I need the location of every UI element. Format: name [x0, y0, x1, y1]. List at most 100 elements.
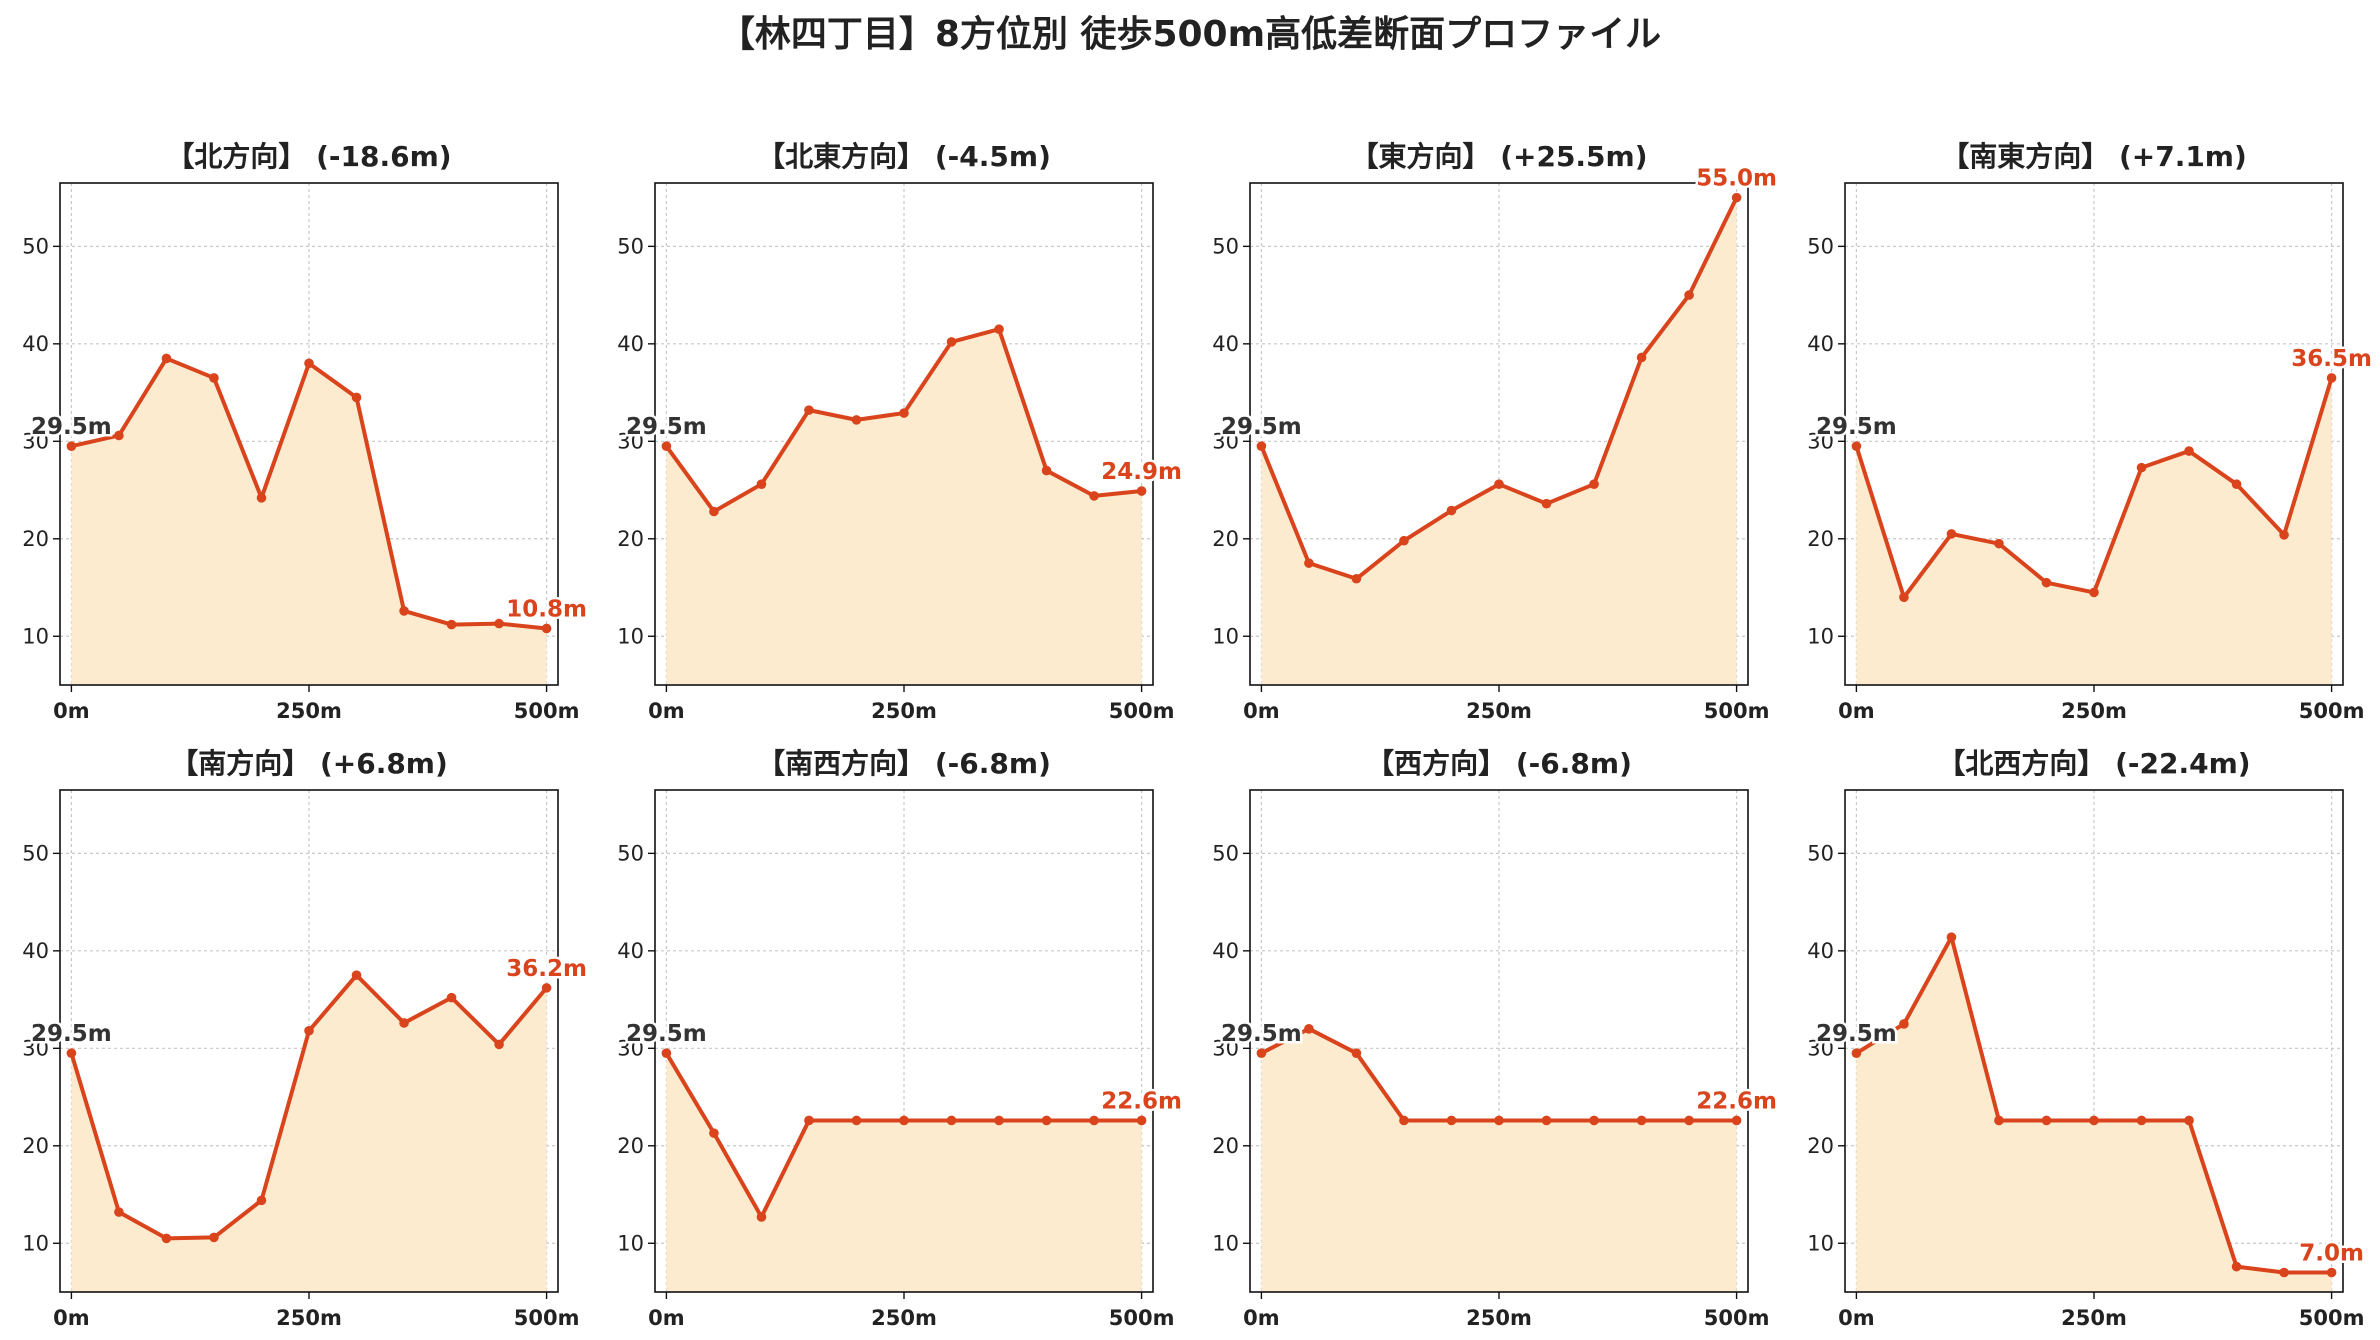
data-point: [661, 1048, 672, 1058]
data-point: [1446, 1115, 1457, 1126]
data-point: [1494, 1115, 1504, 1126]
x-tick-label: 0m: [53, 1306, 90, 1330]
y-tick-label: 50: [22, 841, 49, 865]
y-tick-label: 30: [1212, 1036, 1239, 1060]
data-point: [256, 1195, 267, 1206]
y-tick-label: 50: [1212, 841, 1239, 865]
y-tick-label: 40: [1212, 332, 1239, 356]
y-tick-label: 10: [1807, 624, 1834, 648]
data-point: [1636, 1115, 1647, 1126]
y-tick-label: 10: [617, 624, 644, 648]
data-point: [541, 623, 552, 634]
data-point: [399, 606, 409, 616]
y-tick-label: 40: [22, 332, 49, 356]
data-point: [351, 970, 362, 981]
data-point: [446, 992, 457, 1003]
data-point: [756, 1212, 767, 1222]
panel-title: 【南方向】 (+6.8m): [170, 747, 448, 780]
x-tick-label: 250m: [1466, 1306, 1532, 1330]
panel-title: 【東方向】 (+25.5m): [1350, 140, 1647, 173]
y-tick-label: 30: [22, 1036, 49, 1060]
y-tick-label: 40: [617, 332, 644, 356]
x-tick-label: 500m: [2299, 1306, 2365, 1330]
data-point: [2041, 1115, 2052, 1126]
data-point: [1089, 491, 1099, 501]
x-tick-label: 250m: [2061, 699, 2127, 723]
data-point: [446, 619, 457, 630]
data-point: [209, 1232, 219, 1243]
data-point: [1946, 529, 1957, 539]
data-point: [709, 506, 719, 517]
end-elevation-label: 7.0m: [2299, 1241, 2364, 1267]
data-point: [494, 618, 504, 629]
panel-title: 【南東方向】 (+7.1m): [1941, 140, 2247, 173]
data-point: [994, 1115, 1004, 1126]
data-point: [1899, 592, 1909, 603]
data-point: [1304, 1024, 1314, 1034]
elevation-area: [71, 358, 547, 685]
y-tick-label: 50: [22, 234, 49, 258]
end-elevation-label: 55.0m: [1696, 166, 1777, 192]
y-tick-label: 10: [1807, 1231, 1834, 1255]
x-tick-label: 500m: [1704, 1306, 1770, 1330]
data-point: [1994, 1115, 2004, 1126]
x-tick-label: 0m: [1838, 1306, 1875, 1330]
data-point: [1136, 486, 1147, 496]
y-tick-label: 30: [617, 1036, 644, 1060]
panel-title: 【南西方向】 (-6.8m): [757, 747, 1051, 780]
data-point: [1089, 1115, 1099, 1126]
y-tick-label: 20: [1212, 527, 1239, 551]
data-point: [2184, 446, 2194, 456]
data-point: [351, 392, 362, 403]
data-point: [114, 1207, 124, 1217]
x-tick-label: 250m: [276, 699, 342, 723]
data-point: [2136, 462, 2147, 473]
data-point: [2089, 587, 2099, 598]
y-tick-label: 10: [617, 1231, 644, 1255]
x-tick-label: 250m: [871, 1306, 937, 1330]
data-point: [1351, 573, 1362, 584]
data-point: [1684, 290, 1694, 300]
x-tick-label: 250m: [871, 699, 937, 723]
panel-title: 【北方向】 (-18.6m): [166, 140, 451, 173]
y-tick-label: 50: [1807, 234, 1834, 258]
panel-title: 【北東方向】 (-4.5m): [757, 140, 1051, 173]
data-point: [1589, 1115, 1599, 1126]
data-point: [304, 358, 314, 369]
data-point: [1946, 932, 1957, 942]
data-point: [1589, 479, 1599, 490]
x-tick-label: 0m: [1243, 1306, 1280, 1330]
end-elevation-label: 24.9m: [1101, 459, 1182, 485]
elevation-area: [666, 1053, 1142, 1292]
data-point: [2231, 479, 2242, 490]
data-point: [541, 983, 552, 993]
data-point: [1399, 1115, 1409, 1126]
data-point: [2184, 1115, 2194, 1126]
data-point: [804, 1115, 814, 1126]
x-tick-label: 0m: [53, 699, 90, 723]
data-point: [66, 1048, 77, 1058]
data-point: [851, 415, 862, 425]
start-elevation-label: 29.5m: [1221, 1021, 1302, 1047]
data-point: [2326, 1267, 2337, 1278]
data-point: [1399, 535, 1409, 546]
data-point: [1851, 441, 1862, 451]
data-point: [946, 1115, 957, 1126]
end-elevation-label: 22.6m: [1101, 1088, 1182, 1114]
y-tick-label: 40: [22, 939, 49, 963]
y-tick-label: 50: [1212, 234, 1239, 258]
start-elevation-label: 29.5m: [31, 1021, 112, 1047]
y-tick-label: 40: [617, 939, 644, 963]
data-point: [1994, 538, 2004, 549]
y-tick-label: 30: [22, 429, 49, 453]
x-tick-label: 500m: [514, 1306, 580, 1330]
end-elevation-label: 36.2m: [506, 956, 587, 982]
y-tick-label: 10: [1212, 624, 1239, 648]
data-point: [1446, 505, 1457, 516]
x-tick-label: 0m: [1243, 699, 1280, 723]
